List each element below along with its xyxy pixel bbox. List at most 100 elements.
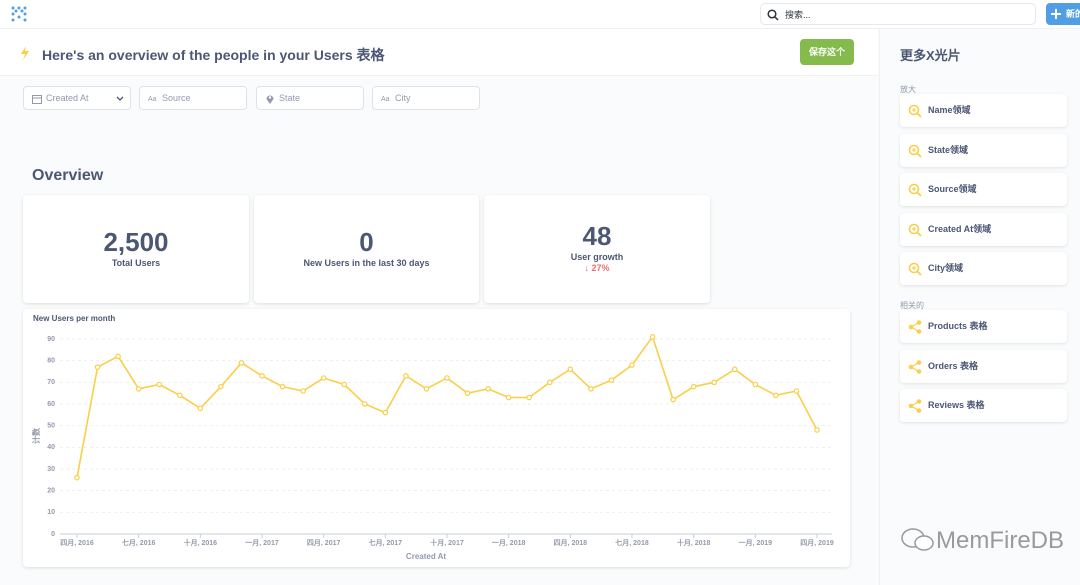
- sidebar-item[interactable]: Source领域: [900, 173, 1067, 206]
- watermark: MemFireDB: [900, 527, 1064, 555]
- x-tick-label: 十月, 2018: [677, 538, 711, 547]
- new-button[interactable]: 新的: [1046, 3, 1080, 25]
- sidebar-item[interactable]: Created At领域: [900, 212, 1067, 246]
- zoom-icon: [908, 223, 922, 237]
- data-point: [814, 427, 820, 433]
- search-icon: [767, 9, 779, 21]
- data-point: [670, 396, 676, 403]
- sidebar-item-label: Products 表格: [928, 321, 988, 331]
- watermark-text: MemFireDB: [936, 527, 1065, 554]
- header-bar: [0, 29, 878, 76]
- x-axis-label: Created At: [406, 552, 446, 561]
- sidebar-item-label: Reviews 表格: [928, 400, 985, 410]
- calendar-icon: [32, 95, 42, 104]
- data-point: [649, 334, 656, 340]
- x-tick-label: 四月, 2016: [60, 539, 94, 547]
- svg-text:Aa: Aa: [381, 96, 390, 103]
- chart: New Users per month Created At 计数 0 10 20 3…: [31, 314, 834, 561]
- x-tick-label: 七月, 2017: [369, 538, 403, 547]
- search-box[interactable]: 搜索...: [760, 3, 1036, 25]
- x-tick-label: 一月, 2017: [245, 539, 279, 547]
- filter[interactable]: State: [256, 86, 364, 110]
- data-point: [341, 381, 348, 388]
- data-point: [567, 366, 574, 373]
- data-point: [320, 375, 327, 381]
- data-point: [382, 409, 389, 416]
- card-label: Total Users: [111, 258, 161, 268]
- sidebar-item[interactable]: Reviews 表格: [900, 389, 1067, 422]
- sidebar-item[interactable]: City领域: [900, 252, 1067, 285]
- sidebar-item[interactable]: Name领域: [900, 94, 1067, 127]
- data-point: [505, 394, 512, 401]
- zoom-icon: [908, 104, 922, 118]
- share-icon: [908, 359, 922, 374]
- scalar-card[interactable]: 0 New Users in the last 30 days: [254, 195, 479, 303]
- sidebar-item[interactable]: State领域: [900, 133, 1067, 167]
- filter[interactable]: Created At: [23, 86, 131, 110]
- data-point: [444, 375, 450, 381]
- save-button[interactable]: 保存这个: [800, 39, 854, 65]
- x-tick-label: 十月, 2016: [184, 538, 218, 547]
- data-point: [279, 383, 286, 390]
- sidebar-item[interactable]: Orders 表格: [900, 349, 1067, 383]
- sidebar-item[interactable]: Products 表格: [900, 310, 1067, 343]
- zoom-icon: [908, 144, 922, 158]
- data-point: [711, 379, 718, 386]
- y-tick-label: 80: [47, 358, 55, 365]
- plus-icon: [1051, 9, 1061, 19]
- x-tick-label: 四月, 2018: [554, 539, 588, 547]
- bolt-icon: [21, 46, 29, 60]
- scalar-card[interactable]: 2,500 Total Users: [23, 195, 249, 303]
- data-point: [485, 386, 491, 392]
- data-point: [546, 379, 553, 386]
- x-tick-label: 十月, 2017: [430, 538, 464, 547]
- data-point: [176, 392, 183, 399]
- data-point: [464, 390, 471, 396]
- x-tick-label: 七月, 2018: [615, 538, 649, 547]
- y-tick-label: 60: [47, 401, 55, 408]
- x-tick-label: 四月, 2019: [800, 539, 834, 547]
- data-point: [115, 353, 121, 360]
- page-title: Here's an overview of the people in your…: [42, 47, 385, 63]
- x-tick-label: 一月, 2018: [492, 539, 526, 547]
- y-tick-label: 0: [51, 531, 55, 538]
- data-point: [752, 381, 759, 388]
- share-icon: [908, 399, 922, 413]
- y-tick-label: 50: [47, 423, 55, 430]
- data-point: [403, 373, 409, 379]
- data-point: [361, 401, 368, 407]
- data-point: [526, 394, 533, 401]
- change-value: 27%: [591, 263, 610, 273]
- card-label: User growth: [570, 252, 624, 262]
- sidebar-item-label: State领域: [928, 144, 969, 155]
- down-arrow: ↓: [584, 263, 589, 273]
- sidebar-heading: 相关的: [900, 301, 924, 310]
- data-point: [588, 386, 594, 392]
- sidebar-item-label: Source领域: [928, 184, 977, 194]
- y-axis-label: 计数: [31, 427, 41, 444]
- logo[interactable]: [11, 6, 27, 22]
- data-point: [423, 386, 430, 392]
- pin-icon: [266, 95, 274, 104]
- data-point: [773, 392, 779, 399]
- wechat-icon: [901, 528, 934, 551]
- data-point: [74, 474, 80, 481]
- x-tick-label: 一月, 2019: [739, 539, 773, 547]
- data-point: [135, 386, 142, 392]
- series-line: [76, 335, 818, 478]
- chart-card: New Users per month Created At 计数 0 10 20 3…: [23, 309, 850, 567]
- filter[interactable]: Aa City: [372, 86, 480, 110]
- scalar-card[interactable]: 48 User growth ↓ 27%: [484, 195, 710, 303]
- search-placeholder: 搜索...: [785, 10, 811, 20]
- data-point: [300, 388, 306, 394]
- sidebar-item-label: Created At领域: [928, 223, 992, 234]
- chart-title: New Users per month: [33, 314, 115, 323]
- sidebar-item-label: Orders 表格: [928, 360, 979, 371]
- new-label: 新的: [1066, 9, 1080, 19]
- filter[interactable]: Aa Source: [139, 86, 247, 110]
- sidebar-heading: 放大: [900, 85, 916, 94]
- data-point: [731, 366, 738, 373]
- filter-label: State: [279, 93, 301, 103]
- x-tick-label: 四月, 2017: [307, 539, 341, 547]
- data-point: [259, 373, 265, 379]
